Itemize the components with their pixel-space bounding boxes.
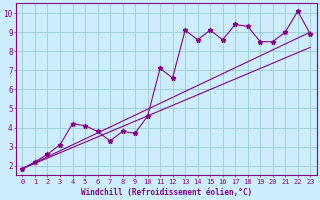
X-axis label: Windchill (Refroidissement éolien,°C): Windchill (Refroidissement éolien,°C) [81,188,252,197]
